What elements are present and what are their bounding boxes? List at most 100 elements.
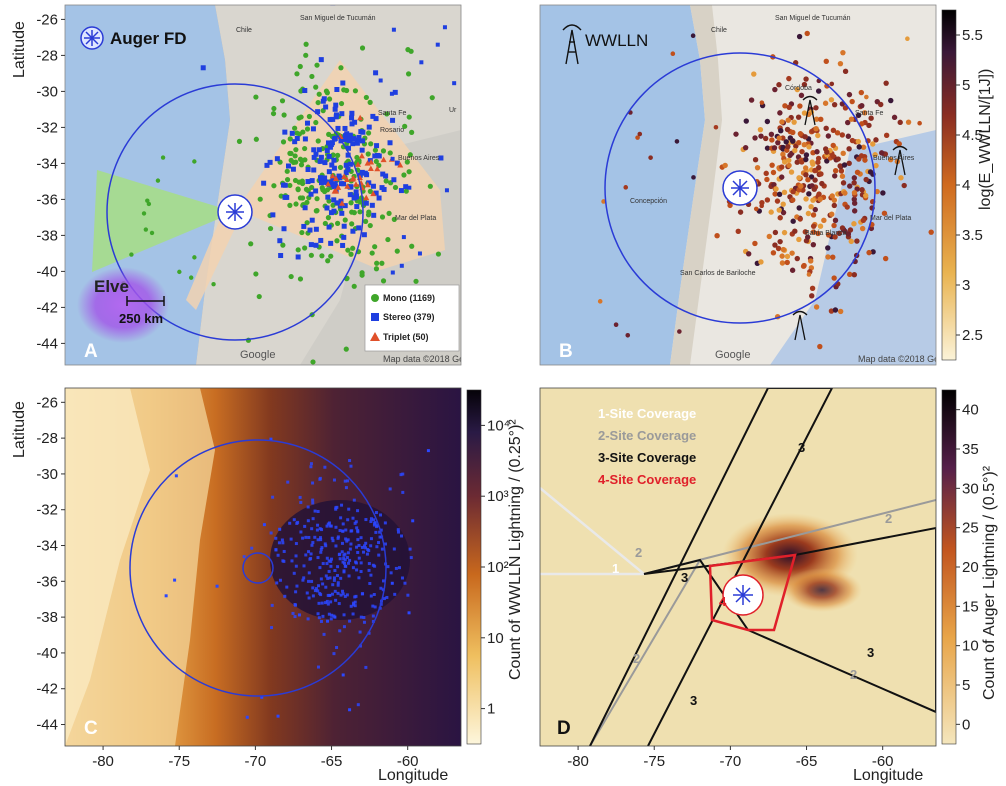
auger-event-marker [369, 594, 373, 598]
triplet-event-marker [352, 181, 359, 187]
auger-event-marker [306, 617, 310, 621]
wwlln-event-marker [829, 193, 835, 199]
auger-event-marker [359, 570, 363, 574]
wwlln-event-marker [772, 191, 778, 197]
stereo-event-marker [340, 242, 346, 248]
stereo-event-marker [309, 178, 315, 184]
colorbar-tick-label: 2.5 [962, 327, 983, 344]
auger-event-marker [328, 576, 332, 580]
auger-event-marker [349, 542, 353, 546]
wwlln-event-marker [809, 293, 815, 299]
auger-event-marker [334, 507, 338, 511]
auger-event-marker [365, 552, 369, 556]
auger-event-marker [293, 602, 297, 606]
auger-logo-icon [80, 26, 104, 50]
map-label-rosario: Rosario [380, 127, 404, 134]
panel-a-letter: A [84, 341, 98, 362]
wwlln-markers [597, 30, 934, 350]
stereo-event-marker [327, 144, 333, 150]
auger-event-marker [389, 571, 393, 575]
stereo-event-marker [308, 242, 314, 248]
auger-event-marker [250, 546, 254, 550]
map-label-bariloche: San Carlos de Bariloche [680, 270, 756, 277]
wwlln-event-marker [831, 275, 837, 281]
wwlln-event-marker [776, 207, 782, 213]
auger-event-marker [309, 556, 313, 560]
wwlln-event-marker [819, 180, 825, 187]
auger-event-marker [352, 601, 356, 605]
mono-event-marker [323, 88, 330, 94]
auger-event-marker [342, 569, 346, 573]
mono-event-marker [253, 136, 259, 142]
triplet-event-marker [341, 173, 348, 179]
stereo-event-marker [348, 184, 354, 190]
wwlln-event-marker [796, 140, 802, 146]
wwlln-event-marker [842, 228, 848, 235]
stereo-event-marker [380, 171, 386, 177]
panel-b-frame [539, 4, 937, 366]
mono-event-marker [295, 186, 301, 192]
auger-event-marker [316, 665, 320, 669]
mono-event-marker [427, 183, 433, 189]
auger-event-marker [348, 708, 352, 712]
wwlln-event-marker [859, 102, 865, 109]
stereo-event-marker [373, 70, 379, 76]
wwlln-event-marker [802, 229, 809, 235]
auger-event-marker [164, 594, 168, 598]
mono-event-marker [271, 183, 277, 189]
wwlln-event-marker [831, 222, 837, 229]
auger-event-marker [337, 602, 341, 606]
triplet-event-marker [357, 114, 364, 121]
auger-event-marker [339, 576, 343, 580]
triplet-event-marker [363, 194, 370, 201]
wwlln-event-marker [834, 130, 841, 136]
wwlln-event-marker [882, 255, 889, 262]
auger-event-marker [332, 576, 336, 580]
auger-event-marker [215, 584, 219, 588]
y-tick-label: -28 [36, 47, 58, 64]
triplet-event-marker [354, 161, 361, 167]
stereo-event-marker [308, 191, 314, 197]
auger-event-marker [351, 516, 355, 520]
wwlln-event-marker [784, 259, 790, 266]
auger-event-marker [396, 528, 400, 532]
wwlln-event-marker [757, 126, 764, 133]
auger-event-marker [291, 611, 295, 615]
wwlln-event-marker [806, 191, 812, 197]
wwlln-event-marker [791, 119, 797, 125]
auger-event-marker [340, 550, 344, 554]
auger-event-marker [296, 520, 300, 524]
stereo-event-marker [364, 172, 370, 178]
mono-event-marker [280, 242, 286, 248]
auger-event-marker [295, 584, 299, 588]
stereo-event-marker [318, 57, 324, 63]
auger-event-marker [353, 521, 357, 525]
wwlln-event-marker [771, 145, 778, 151]
mono-event-marker [349, 221, 355, 227]
elve-glow [77, 267, 169, 343]
stereo-event-marker [338, 181, 344, 187]
legend-mono-marker [371, 294, 379, 302]
stereo-event-marker [292, 139, 298, 145]
auger-event-marker [330, 592, 334, 596]
coverage-circle-b [604, 52, 876, 324]
auger-event-marker [336, 565, 340, 569]
map-label-concepcion: Concepción [630, 198, 667, 205]
wwlln-event-marker [764, 118, 771, 125]
auger-event-marker [362, 616, 366, 620]
mono-event-marker [288, 150, 294, 157]
stereo-event-marker [371, 212, 377, 218]
wwlln-event-marker [811, 186, 817, 192]
mono-event-marker [367, 99, 373, 105]
mono-event-marker [270, 110, 277, 117]
stereo-event-marker [352, 194, 358, 200]
auger-event-marker [318, 527, 322, 531]
stereo-event-marker [329, 162, 335, 168]
wwlln-event-marker [818, 171, 824, 177]
wwlln-event-marker [670, 51, 676, 57]
mono-event-marker [253, 94, 259, 100]
x-tick-label: -60 [872, 753, 894, 770]
auger-event-marker [394, 566, 398, 570]
stereo-event-marker [282, 129, 288, 135]
stereo-event-marker [307, 227, 313, 233]
